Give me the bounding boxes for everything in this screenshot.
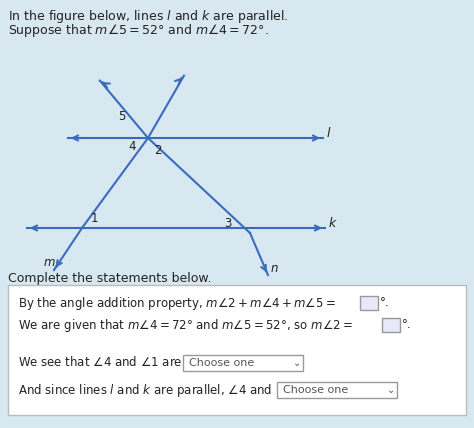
Text: °.: °. <box>402 318 411 330</box>
Text: 3: 3 <box>224 217 232 229</box>
Text: ⌄: ⌄ <box>387 385 395 395</box>
Text: ⌄: ⌄ <box>293 358 301 368</box>
Text: We are given that $m\angle 4=72°$ and $m\angle 5=52°$, so $m\angle 2=$: We are given that $m\angle 4=72°$ and $m… <box>18 317 353 334</box>
Text: $l$: $l$ <box>326 126 331 140</box>
Text: And since lines $l$ and $k$ are parallel, $\angle 4$ and $\angle 1$ are: And since lines $l$ and $k$ are parallel… <box>18 382 318 399</box>
FancyBboxPatch shape <box>183 355 303 371</box>
FancyBboxPatch shape <box>8 285 466 415</box>
Text: 2: 2 <box>154 143 162 157</box>
FancyBboxPatch shape <box>277 382 397 398</box>
Text: 4: 4 <box>128 140 136 152</box>
Text: 5: 5 <box>118 110 126 122</box>
Text: $n$: $n$ <box>270 262 278 275</box>
Text: °.: °. <box>380 295 390 309</box>
Text: $m$: $m$ <box>43 256 55 269</box>
Text: $k$: $k$ <box>328 216 337 230</box>
Text: By the angle addition property, $m\angle 2+m\angle 4+m\angle 5=$: By the angle addition property, $m\angle… <box>18 295 336 312</box>
Text: 1: 1 <box>90 211 98 225</box>
FancyBboxPatch shape <box>382 318 400 332</box>
Text: We see that $\angle 4$ and $\angle 1$ are: We see that $\angle 4$ and $\angle 1$ ar… <box>18 355 182 369</box>
Text: Suppose that $m\angle 5=52°$ and $m\angle 4=72°$.: Suppose that $m\angle 5=52°$ and $m\angl… <box>8 22 269 39</box>
FancyBboxPatch shape <box>360 296 378 310</box>
Text: Choose one: Choose one <box>189 358 254 368</box>
Text: In the figure below, lines $l$ and $k$ are parallel.: In the figure below, lines $l$ and $k$ a… <box>8 8 288 25</box>
Text: Choose one: Choose one <box>283 385 348 395</box>
Text: Complete the statements below.: Complete the statements below. <box>8 272 211 285</box>
